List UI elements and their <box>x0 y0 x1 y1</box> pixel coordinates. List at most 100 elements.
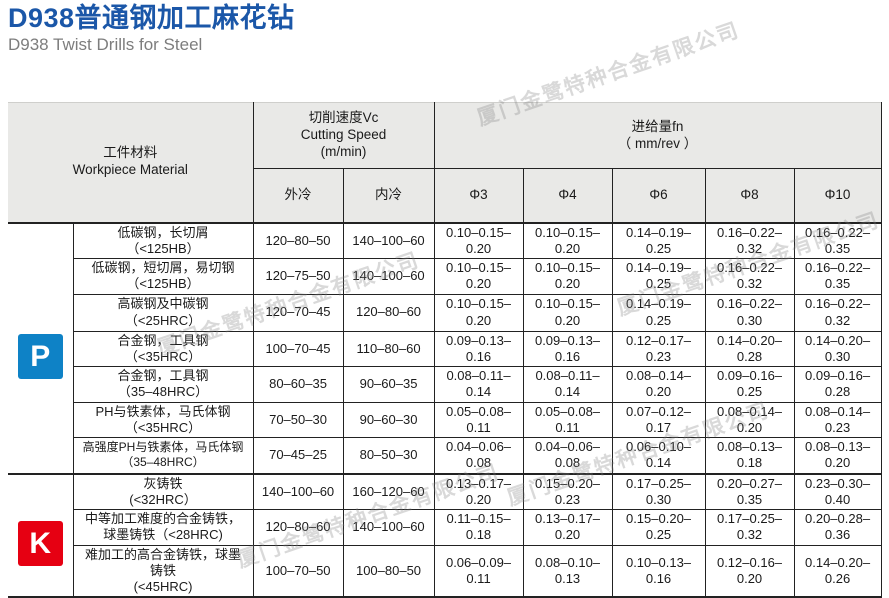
value-cell: 120–80–60 <box>342 293 435 332</box>
material-cell: 灰铸铁 (<32HRC） <box>72 472 254 510</box>
value-cell: 0.14–0.20–0.28 <box>704 330 795 367</box>
header-dia-8: Φ8 <box>704 168 795 224</box>
value-cell: 120–75–50 <box>252 258 344 295</box>
value-cell: 140–100–60 <box>252 472 344 510</box>
material-cell: PH与铁素体，马氏体钢 （<35HRC） <box>72 401 254 438</box>
table-row: K 灰铸铁 (<32HRC） 140–100–60 160–120–60 0.1… <box>8 472 882 598</box>
value-cell: 0.08–0.11–0.14 <box>522 366 613 403</box>
value-cell: 0.14–0.20–0.26 <box>793 544 882 598</box>
header-row-2: 外冷 内冷 Φ3 Φ4 Φ6 Φ8 Φ10 <box>8 168 882 224</box>
header-cutting-speed: 切削速度Vc Cutting Speed (m/min) <box>252 102 435 169</box>
header-dia-10: Φ10 <box>793 168 882 224</box>
value-cell: 120–80–60 <box>252 509 344 546</box>
value-cell: 0.08–0.11–0.14 <box>433 366 524 403</box>
table-row: 合金钢，工具钢 （<35HRC） 100–70–45 110–80–60 0.0… <box>8 330 882 367</box>
value-cell: 0.10–0.15–0.20 <box>522 258 613 295</box>
value-cell: 0.08–0.10–0.13 <box>522 544 613 598</box>
header-dia-6: Φ6 <box>611 168 706 224</box>
value-cell: 0.16–0.22–0.35 <box>793 222 882 259</box>
value-cell: 120–70–45 <box>252 293 344 332</box>
value-cell: 0.16–0.22–0.32 <box>793 293 882 332</box>
material-cell: 中等加工难度的合金铸铁， 球墨铸铁（<28HRC) <box>72 509 254 546</box>
value-cell: 0.10–0.15–0.20 <box>522 293 613 332</box>
value-cell: 0.17–0.25–0.32 <box>704 509 795 546</box>
value-cell: 0.23–0.30–0.40 <box>793 472 882 510</box>
value-cell: 0.08–0.14–0.23 <box>793 401 882 438</box>
value-cell: 80–50–30 <box>342 437 435 474</box>
value-cell: 0.10–0.15–0.20 <box>433 293 524 332</box>
value-cell: 0.04–0.06–0.08 <box>433 437 524 474</box>
value-cell: 0.14–0.19–0.25 <box>611 222 706 259</box>
value-cell: 100–70–45 <box>252 330 344 367</box>
header-external-cooling: 外冷 <box>252 168 344 224</box>
title-block: D938普通钢加工麻花钻 D938 Twist Drills for Steel <box>8 3 295 55</box>
material-cell: 高强度PH与铁素体，马氏体钢 （35–48HRC） <box>72 437 254 474</box>
value-cell: 0.15–0.20–0.25 <box>611 509 706 546</box>
value-cell: 0.09–0.16–0.28 <box>793 366 882 403</box>
value-cell: 0.10–0.15–0.20 <box>433 258 524 295</box>
value-cell: 0.15–0.20–0.23 <box>522 472 613 510</box>
group-k-badge: K <box>17 521 63 566</box>
value-cell: 90–60–30 <box>342 401 435 438</box>
value-cell: 0.14–0.20–0.30 <box>793 330 882 367</box>
value-cell: 0.16–0.22–0.35 <box>793 258 882 295</box>
value-cell: 0.04–0.06–0.08 <box>522 437 613 474</box>
material-cell: 高碳钢及中碳钢 （<25HRC） <box>72 293 254 332</box>
value-cell: 0.05–0.08–0.11 <box>433 401 524 438</box>
value-cell: 0.08–0.14–0.20 <box>611 366 706 403</box>
value-cell: 0.20–0.27–0.35 <box>704 472 795 510</box>
value-cell: 0.13–0.17–0.20 <box>522 509 613 546</box>
material-cell: 合金钢，工具钢 （35–48HRC） <box>72 366 254 403</box>
table-row: 高强度PH与铁素体，马氏体钢 （35–48HRC） 70–45–25 80–50… <box>8 437 882 474</box>
drill-spec-table: 工件材料 Workpiece Material 切削速度Vc Cutting S… <box>8 102 882 598</box>
value-cell: 0.08–0.14–0.20 <box>704 401 795 438</box>
table-row: PH与铁素体，马氏体钢 （<35HRC） 70–50–30 90–60–30 0… <box>8 401 882 438</box>
header-internal-cooling: 内冷 <box>342 168 435 224</box>
value-cell: 140–100–60 <box>342 222 435 259</box>
header-dia-3: Φ3 <box>433 168 524 224</box>
value-cell: 0.10–0.13–0.16 <box>611 544 706 598</box>
group-p-badge: P <box>17 333 63 379</box>
page-subtitle: D938 Twist Drills for Steel <box>8 35 203 55</box>
value-cell: 0.07–0.12–0.17 <box>611 401 706 438</box>
value-cell: 70–50–30 <box>252 401 344 438</box>
header-row-1: 工件材料 Workpiece Material 切削速度Vc Cutting S… <box>8 102 882 224</box>
group-cell-p: P <box>8 222 74 474</box>
value-cell: 160–120–60 <box>342 472 435 510</box>
material-cell: 难加工的高合金铸铁，球墨 铸铁 (<45HRC) <box>72 544 254 598</box>
page-title: D938普通钢加工麻花钻 <box>8 3 295 33</box>
value-cell: 90–60–35 <box>342 366 435 403</box>
value-cell: 0.16–0.22–0.30 <box>704 293 795 332</box>
value-cell: 0.16–0.22–0.32 <box>704 258 795 295</box>
value-cell: 0.06–0.10–0.14 <box>611 437 706 474</box>
value-cell: 0.10–0.15–0.20 <box>433 222 524 259</box>
material-cell: 低碳钢，短切屑，易切钢 （<125HB） <box>72 258 254 295</box>
value-cell: 140–100–60 <box>342 258 435 295</box>
table-row: 高碳钢及中碳钢 （<25HRC） 120–70–45 120–80–60 0.1… <box>8 293 882 332</box>
value-cell: 0.08–0.13–0.20 <box>793 437 882 474</box>
material-cell: 低碳钢，长切屑 （<125HB） <box>72 222 254 259</box>
value-cell: 100–80–50 <box>342 544 435 598</box>
table-row: 低碳钢，短切屑，易切钢 （<125HB） 120–75–50 140–100–6… <box>8 258 882 295</box>
value-cell: 0.16–0.22–0.32 <box>704 222 795 259</box>
group-cell-k: K <box>8 472 74 598</box>
value-cell: 0.14–0.19–0.25 <box>611 293 706 332</box>
table-row: 中等加工难度的合金铸铁， 球墨铸铁（<28HRC) 120–80–60 140–… <box>8 509 882 546</box>
value-cell: 100–70–50 <box>252 544 344 598</box>
value-cell: 140–100–60 <box>342 509 435 546</box>
value-cell: 70–45–25 <box>252 437 344 474</box>
value-cell: 0.11–0.15–0.18 <box>433 509 524 546</box>
header-workpiece-material: 工件材料 Workpiece Material <box>8 102 254 224</box>
value-cell: 0.10–0.15–0.20 <box>522 222 613 259</box>
value-cell: 0.12–0.16–0.20 <box>704 544 795 598</box>
value-cell: 0.14–0.19–0.25 <box>611 258 706 295</box>
table-row: 难加工的高合金铸铁，球墨 铸铁 (<45HRC) 100–70–50 100–8… <box>8 544 882 598</box>
value-cell: 0.12–0.17–0.23 <box>611 330 706 367</box>
value-cell: 0.09–0.16–0.25 <box>704 366 795 403</box>
value-cell: 0.20–0.28–0.36 <box>793 509 882 546</box>
table-row: 合金钢，工具钢 （35–48HRC） 80–60–35 90–60–35 0.0… <box>8 366 882 403</box>
value-cell: 0.08–0.13–0.18 <box>704 437 795 474</box>
value-cell: 0.09–0.13–0.16 <box>433 330 524 367</box>
table-row: P 低碳钢，长切屑 （<125HB） 120–80–50 140–100–60 … <box>8 222 882 474</box>
value-cell: 120–80–50 <box>252 222 344 259</box>
